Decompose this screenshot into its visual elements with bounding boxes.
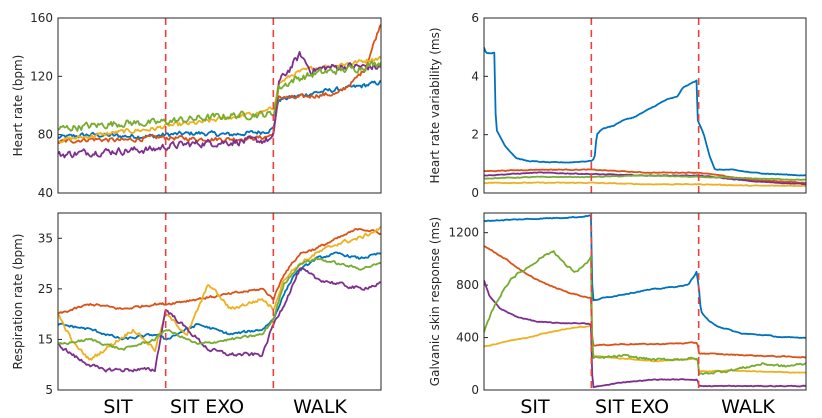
y-axis-label: Respiration rate (bpm) [11,234,25,370]
panel-respiration-rate: Respiration rate (bpm) 5 15 25 35 [11,212,382,397]
y-tick-label: 160 [30,11,53,25]
series-line-5 [58,257,381,351]
series-line-2 [484,168,806,184]
series-line-5 [58,60,381,132]
y-axis-label: Galvanic skin response (ms) [428,217,442,386]
series-line-3 [484,324,806,374]
series-line-1 [58,251,381,341]
y-axis-label: Heart rate variability (ms) [428,27,442,183]
y-tick-label: 35 [38,231,53,245]
series-line-2 [484,245,806,359]
phase-label-sit-exo: SIT EXO [170,396,244,418]
series-group [484,47,806,187]
panel-heart-rate: Heart rate (bpm) 40 80 120 160 [11,11,382,200]
plot-frame [57,212,382,391]
phase-label-walk: WALK [293,396,347,418]
y-tick-label: 25 [38,282,53,296]
y-tick-label: 80 [38,128,53,142]
series-line-4 [58,267,381,373]
series-line-1 [484,47,806,177]
y-tick-label: 15 [38,332,53,346]
panel-galvanic-skin-response: Galvanic skin response (ms) 0 400 800 1200 [428,212,807,397]
series-line-3 [484,181,806,187]
phase-labels-right: SIT SIT EXO WALK [520,396,775,418]
y-tick-label: 120 [30,69,53,83]
plot-frame [483,212,807,391]
y-tick-label: 800 [456,278,479,292]
panel-heart-rate-variability: Heart rate variability (ms) 0 2 4 6 [428,11,807,200]
phase-label-sit-exo: SIT EXO [595,396,669,418]
phase-label-sit: SIT [520,396,550,418]
plot-frame [483,17,807,194]
series-line-5 [484,174,806,181]
phase-label-sit: SIT [103,396,133,418]
series-line-2 [58,23,381,144]
series-line-2 [58,228,381,314]
y-tick-label: 1200 [448,226,479,240]
y-tick-label: 400 [456,331,479,345]
series-line-4 [484,279,806,389]
y-tick-label: 6 [471,11,479,25]
series-line-1 [58,79,381,140]
series-group [58,225,381,373]
y-tick-label: 0 [471,383,479,397]
y-tick-label: 40 [38,186,53,200]
y-tick-label: 2 [471,128,479,142]
series-group [58,23,381,159]
y-tick-label: 4 [471,69,479,83]
series-line-4 [58,51,381,159]
y-axis-label: Heart rate (bpm) [11,55,25,157]
y-tick-label: 5 [45,383,53,397]
series-line-3 [58,55,381,144]
phase-labels-left: SIT SIT EXO WALK [103,396,347,418]
series-line-5 [484,250,806,376]
plot-frame [57,17,382,194]
series-group [484,214,806,389]
y-tick-label: 0 [471,186,479,200]
series-line-1 [484,214,806,339]
series-line-3 [58,225,381,361]
phase-label-walk: WALK [721,396,775,418]
